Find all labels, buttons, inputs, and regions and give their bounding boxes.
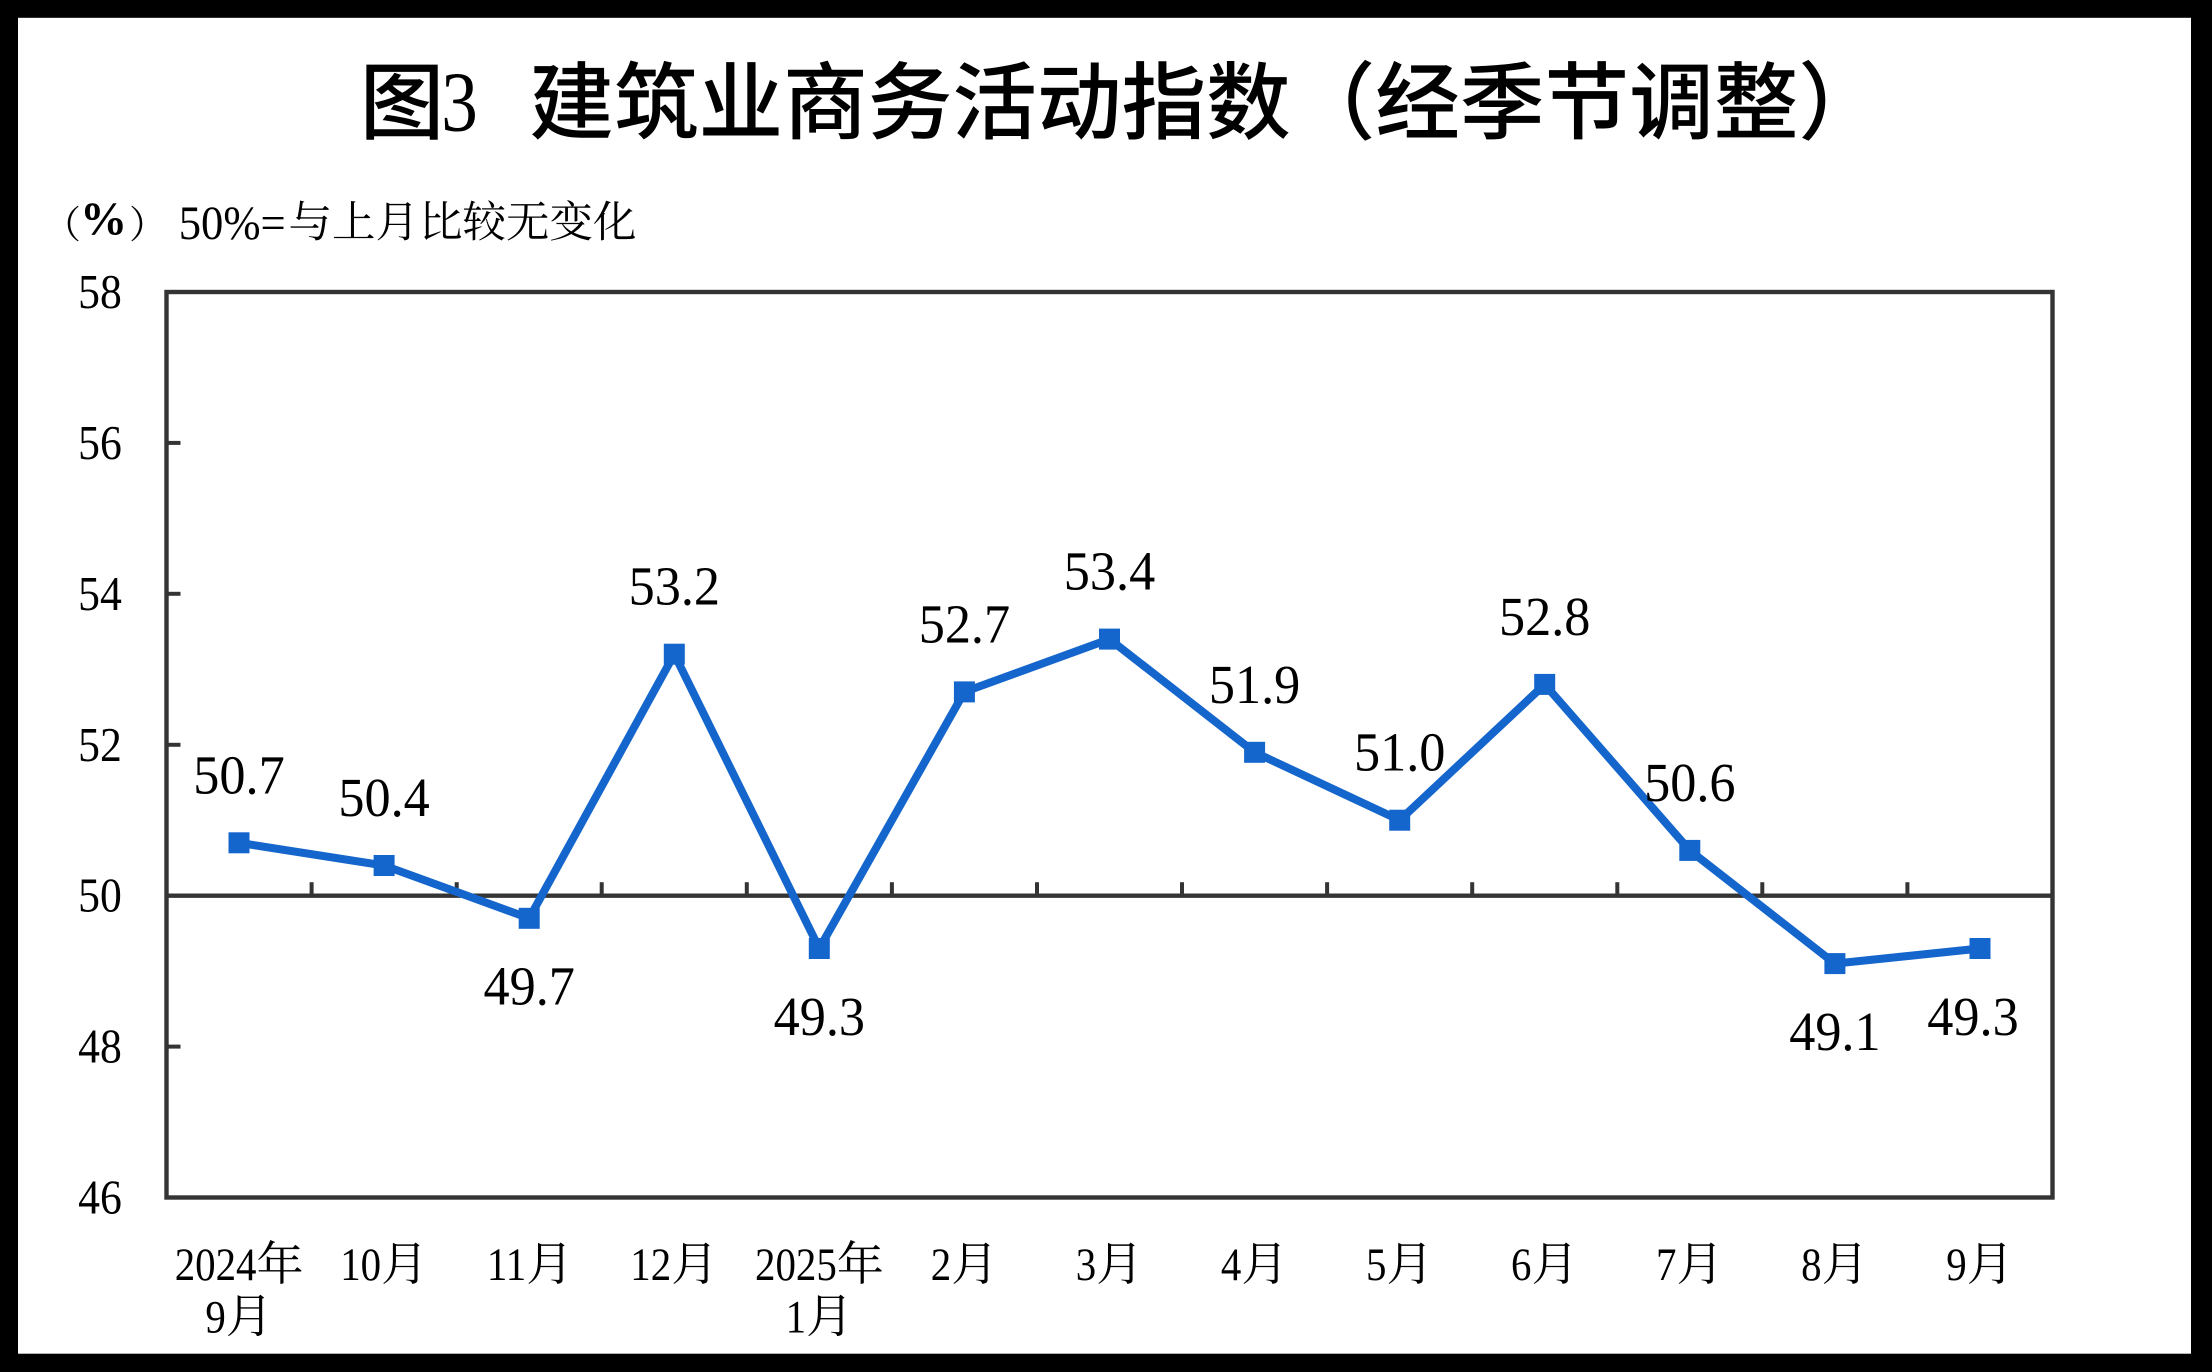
- svg-text:48: 48: [78, 1020, 122, 1074]
- svg-text:3: 3: [1076, 1240, 1096, 1291]
- svg-text:56: 56: [78, 416, 122, 470]
- svg-text:49.1: 49.1: [1789, 1001, 1880, 1063]
- svg-text:9: 9: [1946, 1240, 1966, 1291]
- svg-text:%: %: [80, 193, 127, 245]
- svg-text:12: 12: [630, 1240, 671, 1291]
- svg-text:3: 3: [441, 55, 478, 150]
- svg-text:50: 50: [78, 869, 122, 923]
- svg-text:53.2: 53.2: [629, 555, 720, 617]
- svg-text:50.7: 50.7: [193, 744, 284, 806]
- svg-text:52.7: 52.7: [919, 593, 1010, 655]
- svg-text:50%=: 50%=: [179, 198, 286, 251]
- svg-text:49.3: 49.3: [774, 986, 865, 1048]
- svg-text:8: 8: [1801, 1240, 1821, 1291]
- svg-text:5: 5: [1366, 1240, 1386, 1291]
- svg-text:2025: 2025: [755, 1240, 837, 1291]
- svg-text:9: 9: [205, 1292, 225, 1343]
- svg-text:50.6: 50.6: [1644, 752, 1735, 814]
- svg-text:52.8: 52.8: [1499, 586, 1590, 648]
- svg-text:7: 7: [1656, 1240, 1676, 1291]
- svg-text:2: 2: [931, 1240, 951, 1291]
- svg-text:53.4: 53.4: [1064, 540, 1155, 602]
- svg-text:50.4: 50.4: [338, 767, 429, 829]
- svg-text:54: 54: [78, 567, 122, 621]
- svg-text:11: 11: [487, 1240, 526, 1291]
- svg-text:2024: 2024: [175, 1240, 257, 1291]
- svg-text:52: 52: [78, 718, 122, 772]
- svg-text:49.7: 49.7: [483, 955, 574, 1017]
- svg-text:46: 46: [78, 1170, 122, 1224]
- svg-text:1: 1: [786, 1292, 806, 1343]
- svg-text:6: 6: [1511, 1240, 1531, 1291]
- svg-text:51.0: 51.0: [1354, 721, 1445, 783]
- svg-text:49.3: 49.3: [1927, 986, 2018, 1048]
- svg-text:4: 4: [1221, 1240, 1242, 1291]
- svg-text:58: 58: [78, 265, 122, 319]
- svg-text:10: 10: [340, 1240, 381, 1291]
- svg-text:51.9: 51.9: [1209, 654, 1300, 716]
